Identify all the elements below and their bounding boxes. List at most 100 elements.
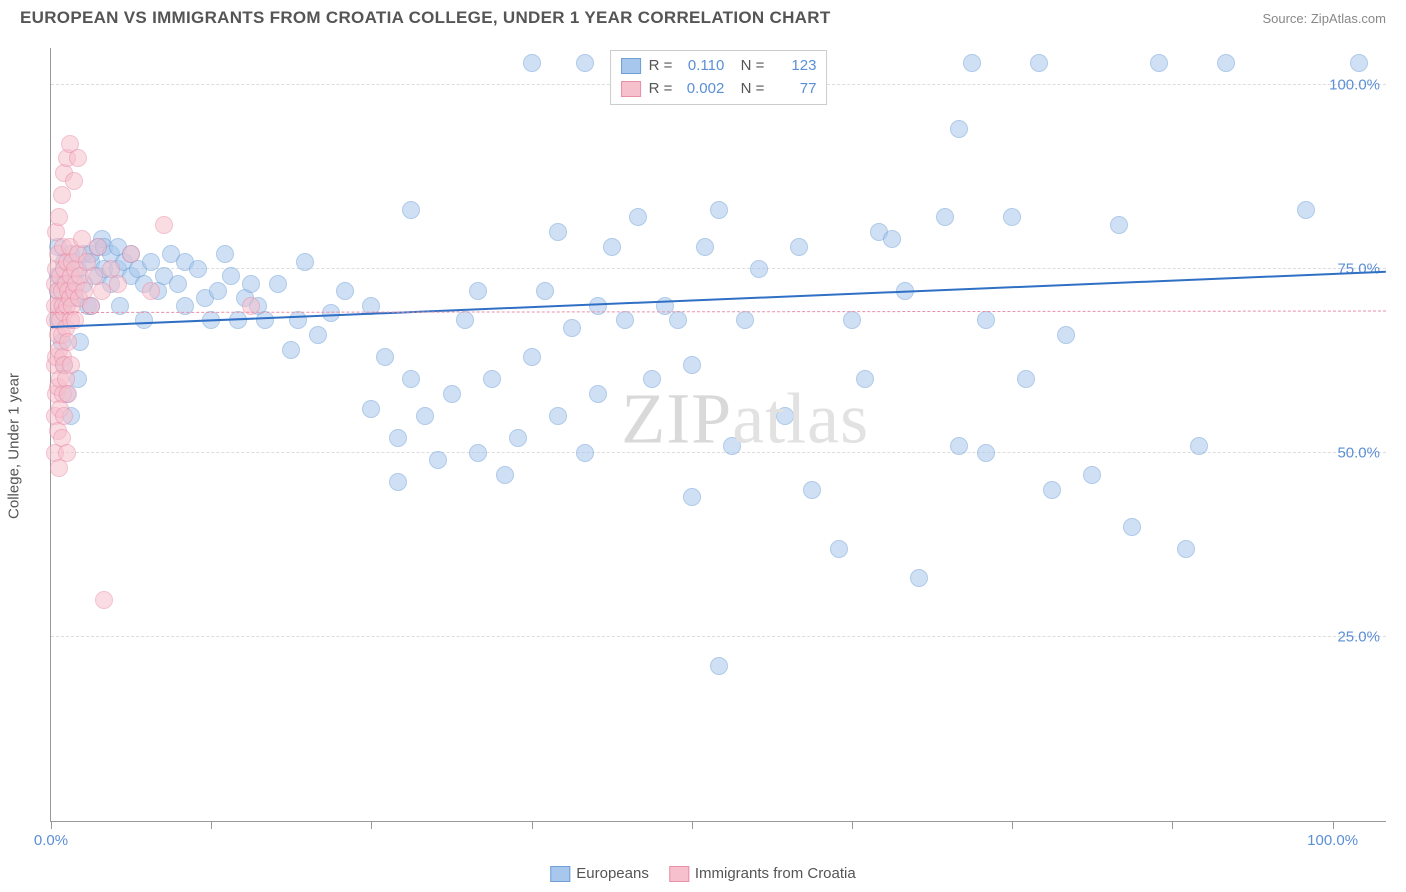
legend-swatch	[669, 866, 689, 882]
scatter-point	[603, 238, 621, 256]
scatter-point	[509, 429, 527, 447]
scatter-point	[1177, 540, 1195, 558]
plot-area: 25.0%50.0%75.0%100.0%0.0%100.0% R =0.110…	[50, 48, 1386, 822]
stat-n-value: 123	[772, 55, 816, 78]
scatter-point	[790, 238, 808, 256]
legend-swatch	[550, 866, 570, 882]
scatter-point	[336, 282, 354, 300]
scatter-point	[1190, 437, 1208, 455]
y-tick-label: 25.0%	[1337, 628, 1380, 645]
scatter-point	[50, 208, 68, 226]
stat-label: R =	[649, 78, 673, 101]
scatter-point	[723, 437, 741, 455]
scatter-point	[1110, 216, 1128, 234]
scatter-point	[322, 304, 340, 322]
scatter-point	[135, 311, 153, 329]
scatter-point	[830, 540, 848, 558]
trend-line	[51, 311, 1386, 313]
scatter-point	[89, 238, 107, 256]
x-tick	[1333, 821, 1334, 829]
scatter-point	[376, 348, 394, 366]
scatter-point	[155, 216, 173, 234]
y-tick-label: 75.0%	[1337, 260, 1380, 277]
scatter-point	[616, 311, 634, 329]
stats-row: R =0.002 N =77	[621, 78, 817, 101]
scatter-point	[469, 282, 487, 300]
chart-source: Source: ZipAtlas.com	[1262, 11, 1386, 26]
scatter-point	[282, 341, 300, 359]
y-tick-label: 100.0%	[1329, 76, 1380, 93]
chart-header: EUROPEAN VS IMMIGRANTS FROM CROATIA COLL…	[0, 0, 1406, 32]
gridline	[51, 268, 1386, 269]
scatter-point	[1043, 481, 1061, 499]
scatter-point	[296, 253, 314, 271]
scatter-point	[963, 54, 981, 72]
scatter-point	[1297, 201, 1315, 219]
x-tick	[211, 821, 212, 829]
stat-label: N =	[732, 78, 764, 101]
stats-row: R =0.110 N =123	[621, 55, 817, 78]
scatter-point	[643, 370, 661, 388]
legend-item: Immigrants from Croatia	[669, 865, 856, 882]
scatter-point	[95, 591, 113, 609]
scatter-point	[977, 444, 995, 462]
scatter-point	[402, 370, 420, 388]
scatter-point	[443, 385, 461, 403]
gridline	[51, 636, 1386, 637]
legend-item: Europeans	[550, 865, 649, 882]
scatter-point	[696, 238, 714, 256]
scatter-point	[589, 385, 607, 403]
scatter-point	[936, 208, 954, 226]
x-tick	[532, 821, 533, 829]
scatter-point	[1350, 54, 1368, 72]
scatter-point	[469, 444, 487, 462]
scatter-point	[710, 201, 728, 219]
scatter-point	[549, 223, 567, 241]
scatter-point	[389, 429, 407, 447]
scatter-point	[429, 451, 447, 469]
legend-swatch	[621, 58, 641, 74]
y-axis-label: College, Under 1 year	[6, 373, 23, 519]
scatter-point	[65, 172, 83, 190]
x-tick	[1172, 821, 1173, 829]
scatter-point	[59, 333, 77, 351]
scatter-point	[950, 437, 968, 455]
x-tick	[692, 821, 693, 829]
scatter-point	[402, 201, 420, 219]
scatter-point	[843, 311, 861, 329]
gridline	[51, 452, 1386, 453]
scatter-point	[62, 356, 80, 374]
x-tick	[1012, 821, 1013, 829]
scatter-point	[209, 282, 227, 300]
x-tick-label: 0.0%	[34, 832, 68, 849]
scatter-point	[169, 275, 187, 293]
scatter-point	[1217, 54, 1235, 72]
scatter-point	[483, 370, 501, 388]
chart-title: EUROPEAN VS IMMIGRANTS FROM CROATIA COLL…	[20, 8, 831, 28]
scatter-point	[456, 311, 474, 329]
legend-label: Immigrants from Croatia	[695, 865, 856, 882]
scatter-point	[629, 208, 647, 226]
scatter-point	[362, 400, 380, 418]
scatter-point	[536, 282, 554, 300]
scatter-point	[416, 407, 434, 425]
stat-label: N =	[732, 55, 764, 78]
legend-label: Europeans	[576, 865, 649, 882]
scatter-point	[710, 657, 728, 675]
scatter-point	[856, 370, 874, 388]
scatter-point	[189, 260, 207, 278]
scatter-point	[950, 120, 968, 138]
scatter-point	[59, 385, 77, 403]
scatter-point	[1017, 370, 1035, 388]
scatter-point	[496, 466, 514, 484]
x-tick	[51, 821, 52, 829]
scatter-point	[736, 311, 754, 329]
y-tick-label: 50.0%	[1337, 444, 1380, 461]
scatter-point	[669, 311, 687, 329]
scatter-point	[222, 267, 240, 285]
stat-label: R =	[649, 55, 673, 78]
scatter-point	[1057, 326, 1075, 344]
scatter-point	[683, 488, 701, 506]
scatter-point	[883, 230, 901, 248]
scatter-point	[55, 407, 73, 425]
